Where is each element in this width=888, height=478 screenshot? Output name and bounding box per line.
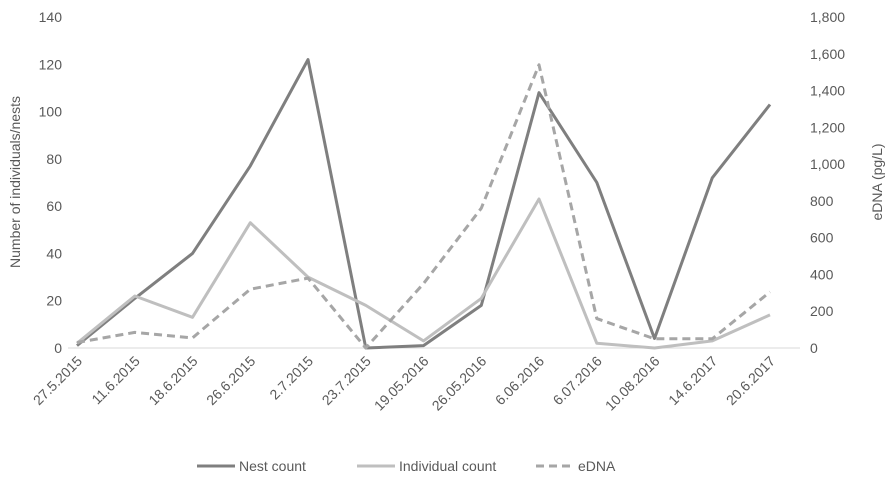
x-tick-label: 26.6.2015 [203, 353, 259, 409]
y2-axis-title: eDNA (pg/L) [869, 143, 885, 220]
x-tick-label: 19.05.2016 [371, 353, 432, 414]
x-tick-label: 6.07.2016 [550, 353, 606, 409]
y-tick-label: 20 [46, 293, 62, 309]
x-tick-label: 6.06.2016 [492, 353, 548, 409]
y-tick-label: 80 [46, 151, 62, 167]
y2-tick-label: 400 [810, 266, 834, 282]
x-tick-label: 2.7.2015 [266, 353, 316, 403]
y2-tick-label: 200 [810, 303, 834, 319]
x-tick-label: 14.6.2017 [665, 353, 721, 409]
y-tick-label: 120 [39, 56, 63, 72]
x-tick-label: 10.08.2016 [602, 353, 663, 414]
y-tick-label: 0 [54, 340, 62, 356]
legend: Nest count Individual count eDNA [197, 458, 616, 474]
x-tick-label: 23.7.2015 [319, 353, 375, 409]
y2-tick-label: 1,000 [810, 156, 845, 172]
x-tick-label: 27.5.2015 [30, 353, 86, 409]
y2-tick-label: 1,200 [810, 119, 845, 135]
left-axis-ticks: 0 20 40 60 80 100 120 140 [39, 9, 63, 356]
y-axis-title: Number of individuals/nests [7, 96, 23, 268]
series-lines [76, 58, 772, 350]
series-line-nest-count [76, 58, 772, 350]
y2-tick-label: 800 [810, 193, 834, 209]
y2-tick-label: 1,400 [810, 83, 845, 99]
y2-tick-label: 600 [810, 230, 834, 246]
x-tick-label: 20.6.2017 [723, 353, 779, 409]
x-tick-label: 18.6.2015 [145, 353, 201, 409]
y2-tick-label: 0 [810, 340, 818, 356]
right-axis-ticks: 0 200 400 600 800 1,000 1,200 1,400 1,600 1,800 [810, 9, 845, 356]
x-tick-label: 11.6.2015 [88, 353, 143, 408]
y2-tick-label: 1,600 [810, 46, 845, 62]
y-tick-label: 40 [46, 245, 62, 261]
legend-label: Individual count [399, 458, 496, 474]
x-tick-label: 26.05.2016 [429, 353, 490, 414]
series-line-individual-count [76, 197, 771, 350]
y-tick-label: 140 [39, 9, 63, 25]
y2-tick-label: 1,800 [810, 9, 845, 25]
y-tick-label: 60 [46, 198, 62, 214]
y-tick-label: 100 [39, 104, 63, 120]
legend-label: Nest count [239, 458, 306, 474]
x-axis-ticks: 27.5.2015 11.6.2015 18.6.2015 26.6.2015 2.7.… [30, 353, 779, 414]
legend-label: eDNA [578, 458, 616, 474]
